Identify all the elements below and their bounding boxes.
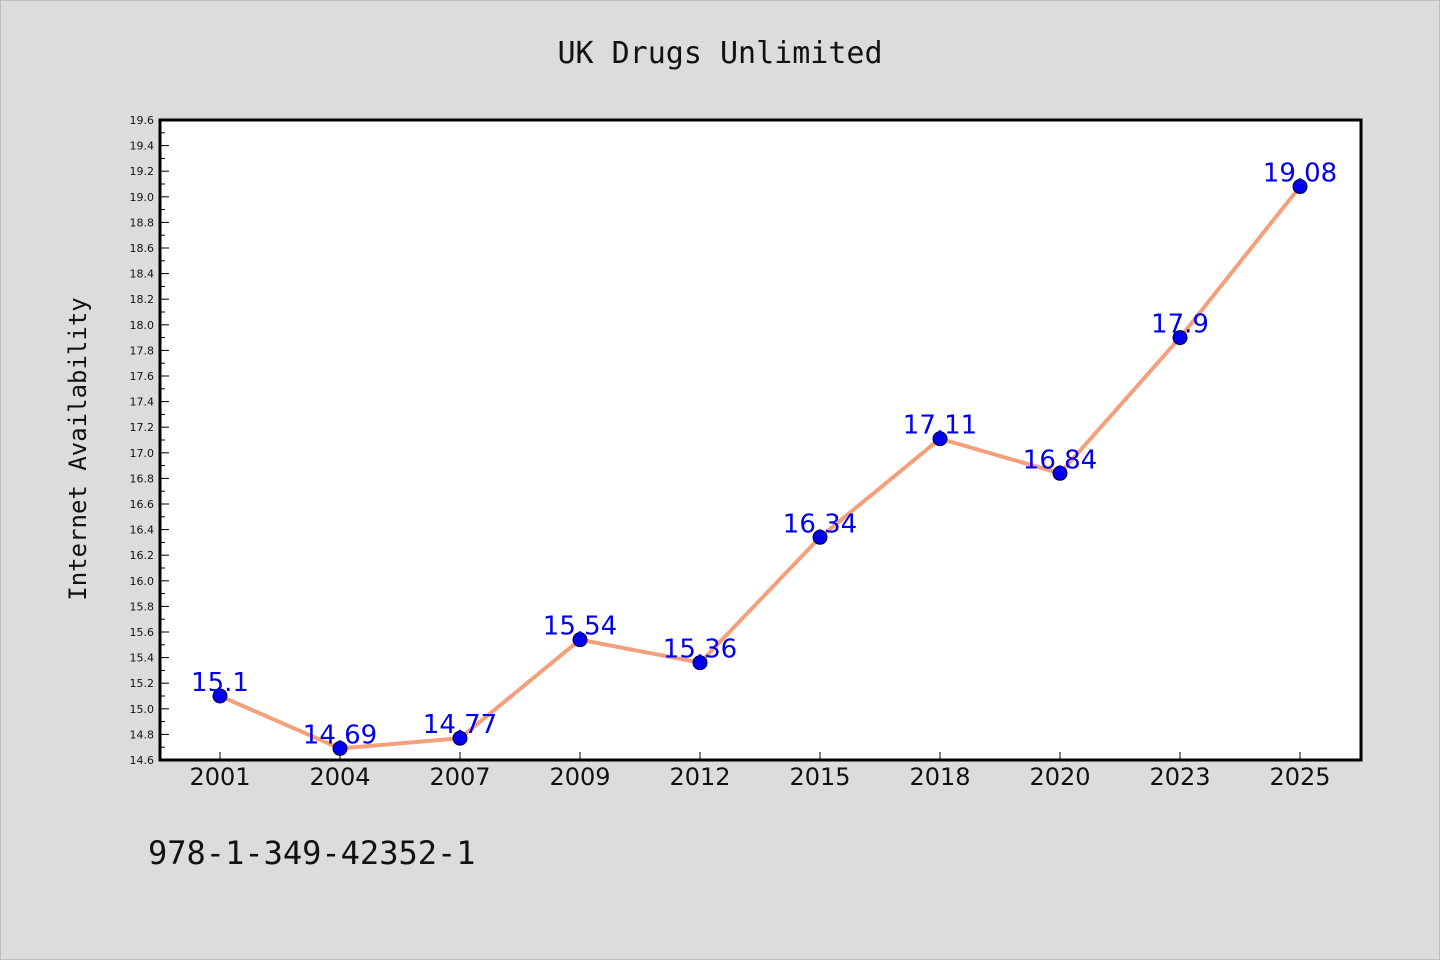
y-tick-label: 17.2: [130, 421, 155, 434]
x-tick-label: 2001: [189, 763, 250, 791]
x-tick-label: 2018: [909, 763, 970, 791]
data-point: [1292, 179, 1308, 195]
data-point: [332, 740, 348, 756]
y-tick-label: 19.2: [130, 165, 155, 178]
y-tick-label: 16.2: [130, 549, 155, 562]
x-tick-label: 2012: [669, 763, 730, 791]
y-tick-label: 19.0: [130, 191, 155, 204]
y-tick-label: 18.6: [130, 242, 155, 255]
y-tick-label: 17.0: [130, 447, 155, 460]
data-point: [812, 529, 828, 545]
y-tick-label: 16.0: [130, 575, 155, 588]
y-tick-label: 15.0: [130, 703, 155, 716]
data-point: [212, 688, 228, 704]
y-tick-label: 17.6: [130, 370, 155, 383]
data-labels: 15.1 14.69 14.77 15.54 15.36 16.34 17.11 16.84 1…: [191, 159, 1337, 751]
series-line: [218, 184, 1302, 751]
series-line-group: [218, 184, 1302, 751]
y-tick-label: 16.6: [130, 498, 155, 511]
x-tick-label: 2004: [309, 763, 370, 791]
data-label: 16.34: [783, 509, 857, 539]
x-tick-label: 2007: [429, 763, 490, 791]
y-tick-label: 15.2: [130, 677, 155, 690]
y-axis: 14.6 14.8 15.0 15.2 15.4 15.6 15.8 16.0 16.2 16.4…: [130, 114, 169, 767]
y-tick-label: 18.2: [130, 293, 155, 306]
data-point: [692, 655, 708, 671]
y-tick-label: 16.8: [130, 472, 155, 485]
y-tick-label: 18.8: [130, 216, 155, 229]
data-point: [932, 431, 948, 447]
y-tick-label: 17.4: [130, 396, 155, 409]
y-tick-label: 15.4: [130, 652, 155, 665]
data-point: [1172, 330, 1188, 346]
data-label: 17.11: [903, 411, 977, 441]
y-tick-label: 14.6: [130, 754, 155, 767]
x-tick-label: 2023: [1149, 763, 1210, 791]
data-label: 15.36: [663, 635, 737, 665]
y-tick-label: 16.4: [130, 524, 155, 537]
y-axis-label: Internet Availability: [64, 297, 92, 600]
y-tick-label: 15.8: [130, 600, 155, 613]
data-point: [1052, 465, 1068, 481]
data-label: 17.9: [1151, 310, 1209, 340]
y-tick-label: 14.8: [130, 728, 155, 741]
y-tick-label: 15.6: [130, 626, 155, 639]
x-axis: 2001 2004 2007 2009 2012 2015 2018 2020 2023 2025: [189, 752, 1331, 791]
x-tick-label: 2009: [549, 763, 610, 791]
data-label: 19.08: [1263, 159, 1337, 189]
y-tick-label: 19.4: [130, 140, 155, 153]
data-point: [572, 632, 588, 648]
x-tick-label: 2025: [1269, 763, 1330, 791]
plot-area: [158, 118, 1363, 762]
data-label: 15.54: [543, 612, 617, 642]
y-tick-label: 18.0: [130, 319, 155, 332]
data-point: [452, 730, 468, 746]
x-tick-label: 2020: [1029, 763, 1090, 791]
data-label: 16.84: [1023, 445, 1097, 475]
y-tick-label: 17.8: [130, 344, 155, 357]
data-label: 15.1: [191, 668, 249, 698]
y-tick-label: 19.6: [130, 114, 155, 127]
data-label: 14.77: [423, 710, 497, 740]
y-tick-label: 18.4: [130, 268, 155, 281]
chart-title: UK Drugs Unlimited: [557, 36, 882, 71]
data-markers: [212, 179, 1308, 756]
data-label: 14.69: [303, 720, 377, 750]
x-tick-label: 2015: [789, 763, 850, 791]
footnote-isbn: 978-1-349-42352-1: [148, 834, 476, 872]
